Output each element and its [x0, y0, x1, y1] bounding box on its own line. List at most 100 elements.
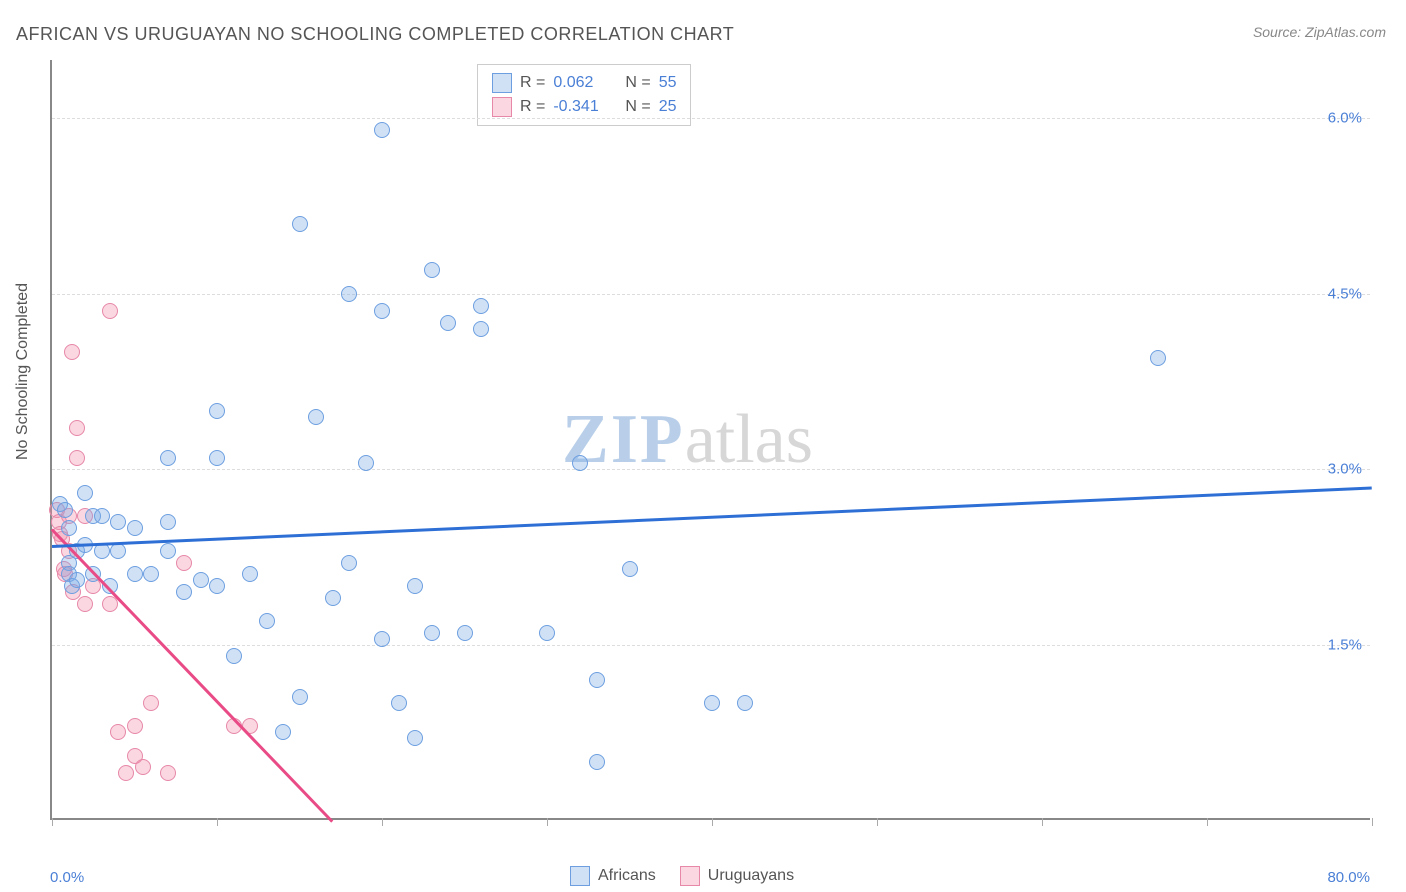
africans-point — [61, 520, 77, 536]
africans-point — [341, 286, 357, 302]
swatch-africans-icon — [570, 866, 590, 886]
gridline — [52, 469, 1370, 470]
africans-point — [589, 672, 605, 688]
plot-area: ZIPatlas R = 0.062 N = 55 R = -0.341 N =… — [50, 60, 1370, 820]
legend-label-uruguayans: Uruguayans — [708, 867, 794, 885]
n-label: N = — [625, 95, 650, 119]
uruguayans-trendline — [51, 528, 333, 822]
uruguayans-point — [69, 420, 85, 436]
legend-item-uruguayans: Uruguayans — [680, 866, 794, 886]
africans-point — [424, 262, 440, 278]
source-name: ZipAtlas.com — [1305, 24, 1386, 40]
africans-point — [374, 631, 390, 647]
africans-point — [160, 543, 176, 559]
africans-point — [589, 754, 605, 770]
africans-point — [259, 613, 275, 629]
africans-point — [358, 455, 374, 471]
y-axis-label: No Schooling Completed — [14, 283, 32, 460]
uruguayans-point — [110, 724, 126, 740]
africans-point — [440, 315, 456, 331]
r-label: R = — [520, 95, 545, 119]
x-tick — [1042, 818, 1043, 826]
africans-point — [341, 555, 357, 571]
africans-point — [1150, 350, 1166, 366]
x-tick — [877, 818, 878, 826]
swatch-uruguayans-icon — [680, 866, 700, 886]
x-tick — [712, 818, 713, 826]
source-label: Source: ZipAtlas.com — [1253, 24, 1386, 40]
africans-point — [160, 514, 176, 530]
watermark: ZIPatlas — [562, 400, 813, 480]
r-value-africans: 0.062 — [553, 71, 617, 95]
r-label: R = — [520, 71, 545, 95]
x-tick — [52, 818, 53, 826]
africans-point — [473, 298, 489, 314]
n-value-africans: 55 — [659, 71, 677, 95]
swatch-africans — [492, 73, 512, 93]
africans-point — [407, 578, 423, 594]
africans-point — [94, 508, 110, 524]
africans-point — [407, 730, 423, 746]
y-tick-label: 6.0% — [1328, 110, 1362, 127]
africans-point — [374, 303, 390, 319]
africans-point — [127, 566, 143, 582]
legend-label-africans: Africans — [598, 867, 656, 885]
uruguayans-point — [127, 718, 143, 734]
africans-point — [242, 566, 258, 582]
gridline — [52, 118, 1370, 119]
x-tick — [1207, 818, 1208, 826]
africans-point — [622, 561, 638, 577]
x-tick — [217, 818, 218, 826]
watermark-atlas: atlas — [685, 401, 813, 478]
africans-point — [160, 450, 176, 466]
africans-point — [424, 625, 440, 641]
africans-point — [292, 216, 308, 232]
africans-point — [143, 566, 159, 582]
uruguayans-point — [176, 555, 192, 571]
africans-point — [457, 625, 473, 641]
x-tick-label-max: 80.0% — [1327, 869, 1370, 886]
uruguayans-point — [118, 765, 134, 781]
africans-point — [325, 590, 341, 606]
africans-point — [572, 455, 588, 471]
africans-point — [69, 572, 85, 588]
y-tick-label: 3.0% — [1328, 461, 1362, 478]
africans-point — [176, 584, 192, 600]
legend-row-africans: R = 0.062 N = 55 — [492, 71, 676, 95]
series-legend: Africans Uruguayans — [570, 866, 794, 886]
africans-point — [57, 502, 73, 518]
legend-row-uruguayans: R = -0.341 N = 25 — [492, 95, 676, 119]
africans-point — [308, 409, 324, 425]
uruguayans-point — [77, 596, 93, 612]
x-tick — [547, 818, 548, 826]
uruguayans-point — [160, 765, 176, 781]
gridline — [52, 294, 1370, 295]
y-tick-label: 1.5% — [1328, 636, 1362, 653]
africans-point — [737, 695, 753, 711]
africans-point — [292, 689, 308, 705]
correlation-legend: R = 0.062 N = 55 R = -0.341 N = 25 — [477, 64, 691, 126]
africans-point — [127, 520, 143, 536]
uruguayans-point — [135, 759, 151, 775]
gridline — [52, 645, 1370, 646]
africans-point — [193, 572, 209, 588]
africans-point — [473, 321, 489, 337]
source-prefix: Source: — [1253, 24, 1305, 40]
r-value-uruguayans: -0.341 — [553, 95, 617, 119]
africans-point — [209, 450, 225, 466]
africans-point — [374, 122, 390, 138]
africans-point — [209, 403, 225, 419]
y-tick-label: 4.5% — [1328, 285, 1362, 302]
chart-title: AFRICAN VS URUGUAYAN NO SCHOOLING COMPLE… — [16, 24, 734, 45]
africans-point — [704, 695, 720, 711]
africans-point — [77, 485, 93, 501]
africans-point — [110, 543, 126, 559]
africans-point — [209, 578, 225, 594]
x-tick — [382, 818, 383, 826]
africans-point — [110, 514, 126, 530]
n-label: N = — [625, 71, 650, 95]
africans-point — [226, 648, 242, 664]
uruguayans-point — [69, 450, 85, 466]
x-tick-label-min: 0.0% — [50, 869, 84, 886]
legend-item-africans: Africans — [570, 866, 656, 886]
